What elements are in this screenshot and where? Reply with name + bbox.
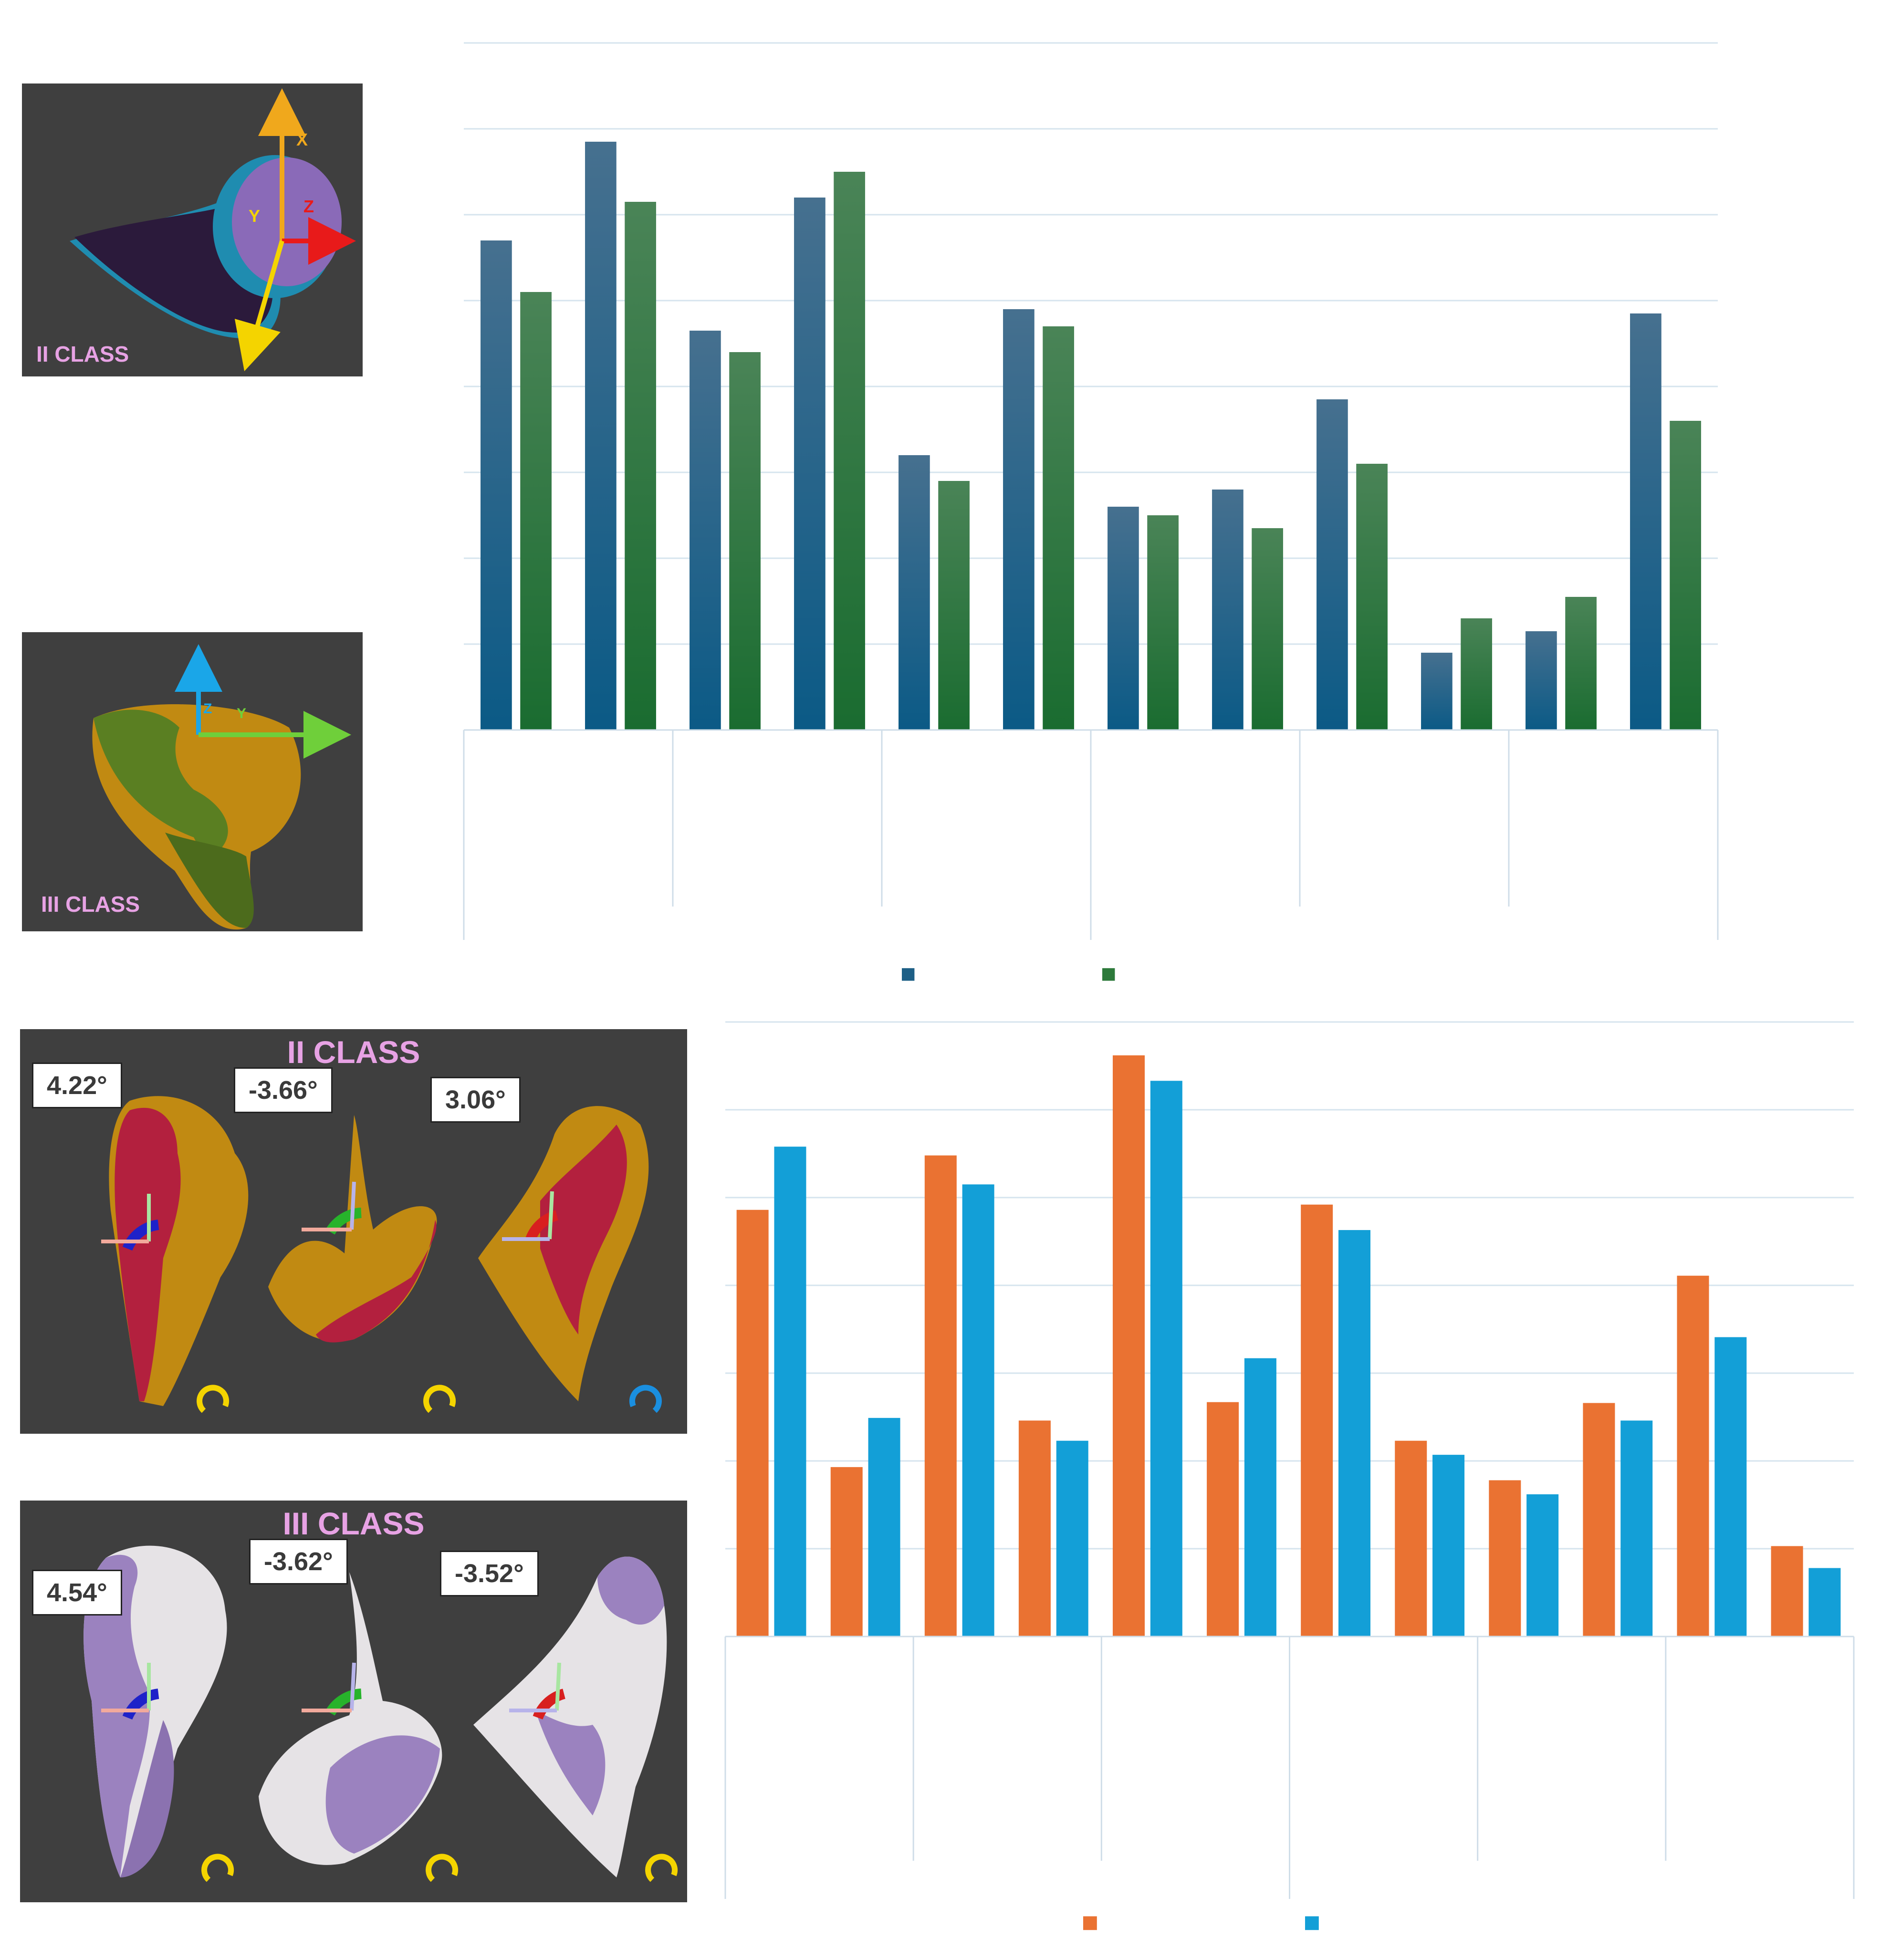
rotate-clockwise-icon — [423, 1385, 456, 1413]
bar-surgery-first — [1395, 1440, 1427, 1637]
ii-class-rotation-models — [101, 1096, 662, 1413]
iii-class-rotation-models — [84, 1545, 678, 1882]
bar-surgery-late — [1252, 528, 1283, 730]
rotation-arc-icon — [122, 1220, 159, 1251]
legend-swatch — [1083, 1916, 1097, 1930]
bar-surgery-first — [1207, 1402, 1239, 1637]
bar-surgery-first — [1018, 1420, 1051, 1637]
bar-surgery-late — [1338, 1230, 1370, 1637]
bar-surgery-late — [1714, 1337, 1747, 1637]
legend-swatch — [902, 968, 915, 981]
ii-class-yaw-angle: 3.06° — [430, 1077, 521, 1123]
legend-swatch — [1305, 1916, 1319, 1930]
bar-surgery-late — [962, 1184, 994, 1637]
rotation-arc-icon — [533, 1689, 566, 1720]
bar-surgery-first — [794, 198, 826, 730]
iii-class-condyle-model: Z Y — [92, 644, 351, 930]
rotate-counterclockwise-icon — [629, 1385, 662, 1413]
bar-surgery-late — [1526, 1494, 1559, 1637]
iii-class-pitch-angle: -3.62° — [249, 1539, 348, 1585]
ii-class-condyle-model: X Z Y — [70, 88, 356, 372]
bar-surgery-late — [1244, 1358, 1276, 1637]
bar-surgery-late — [1670, 421, 1701, 730]
legend-swatch — [1102, 968, 1115, 981]
bar-surgery-late — [774, 1147, 806, 1637]
bar-surgery-late — [729, 352, 761, 730]
iii-class-yaw-angle: -3.52° — [440, 1551, 539, 1596]
bar-surgery-first — [1301, 1204, 1333, 1637]
iii-class-roll-angle: 4.54° — [32, 1570, 122, 1616]
y-axis-label: Y — [249, 206, 260, 226]
iii-class-rotation-title: III CLASS — [282, 1506, 425, 1541]
bar-surgery-late — [1356, 464, 1388, 730]
ii-class-axes-panel: X Z Y II CLASS — [22, 83, 363, 376]
ii-class-rotation-panel: II CLASS 4.22° -3.66° 3.06° — [20, 1029, 687, 1434]
bar-surgery-first — [1583, 1403, 1615, 1637]
bar-surgery-first — [1212, 490, 1244, 730]
bar-surgery-first — [481, 240, 512, 730]
bar-surgery-late — [1043, 326, 1074, 730]
z-axis-label: Z — [203, 701, 212, 717]
bar-surgery-first — [1630, 313, 1662, 730]
bar-surgery-first — [585, 142, 617, 730]
bar-surgery-first — [1771, 1546, 1803, 1637]
bar-surgery-first — [1489, 1480, 1521, 1637]
bar-surgery-late — [625, 202, 656, 730]
rotation-arc-icon — [122, 1689, 159, 1720]
bar-surgery-late — [834, 172, 865, 730]
bar-surgery-first — [924, 1155, 957, 1637]
translation-bar-chart — [463, 42, 1719, 981]
bar-surgery-first — [690, 331, 721, 730]
rotation-arc-icon — [525, 1210, 559, 1241]
bar-surgery-first — [830, 1467, 863, 1637]
bar-surgery-late — [868, 1418, 900, 1637]
bar-surgery-late — [1056, 1440, 1088, 1637]
bar-surgery-late — [1620, 1420, 1653, 1637]
rotate-clockwise-icon — [645, 1854, 678, 1882]
bar-surgery-late — [1565, 597, 1597, 730]
bar-surgery-first — [1112, 1055, 1145, 1637]
bar-surgery-first — [1526, 631, 1557, 730]
ii-class-roll-angle: 4.22° — [32, 1063, 122, 1108]
bar-surgery-late — [520, 292, 552, 730]
bar-surgery-first — [1677, 1275, 1709, 1637]
bar-surgery-late — [1150, 1081, 1182, 1637]
rotation-bar-chart — [724, 1021, 1855, 1930]
ii-class-pitch-angle: -3.66° — [234, 1067, 333, 1113]
x-axis-label: X — [296, 130, 308, 149]
ii-class-rotation-title: II CLASS — [287, 1034, 420, 1070]
bar-surgery-late — [938, 481, 970, 730]
bar-surgery-first — [1003, 309, 1035, 730]
iii-class-axes-panel: Z Y III CLASS — [22, 632, 363, 931]
ii-class-panel-label: II CLASS — [36, 342, 129, 366]
bar-surgery-late — [1461, 618, 1492, 730]
z-axis-label: Z — [303, 197, 314, 216]
iii-class-panel-label: III CLASS — [41, 892, 140, 917]
rotate-clockwise-icon — [426, 1854, 458, 1882]
rotate-clockwise-icon — [201, 1854, 234, 1882]
bar-surgery-late — [1147, 515, 1179, 730]
y-axis-label: Y — [237, 706, 246, 721]
bar-surgery-late — [1808, 1568, 1841, 1637]
bar-surgery-first — [736, 1209, 769, 1637]
bar-surgery-first — [1317, 399, 1348, 730]
bar-surgery-first — [1421, 653, 1453, 730]
bar-surgery-first — [899, 455, 930, 730]
bar-surgery-first — [1108, 507, 1139, 730]
y-axis-arrow — [234, 240, 284, 372]
bar-surgery-late — [1432, 1455, 1465, 1637]
iii-class-rotation-panel: III CLASS 4.54° -3.62° -3.52° — [20, 1501, 687, 1902]
rotate-clockwise-icon — [197, 1385, 229, 1413]
